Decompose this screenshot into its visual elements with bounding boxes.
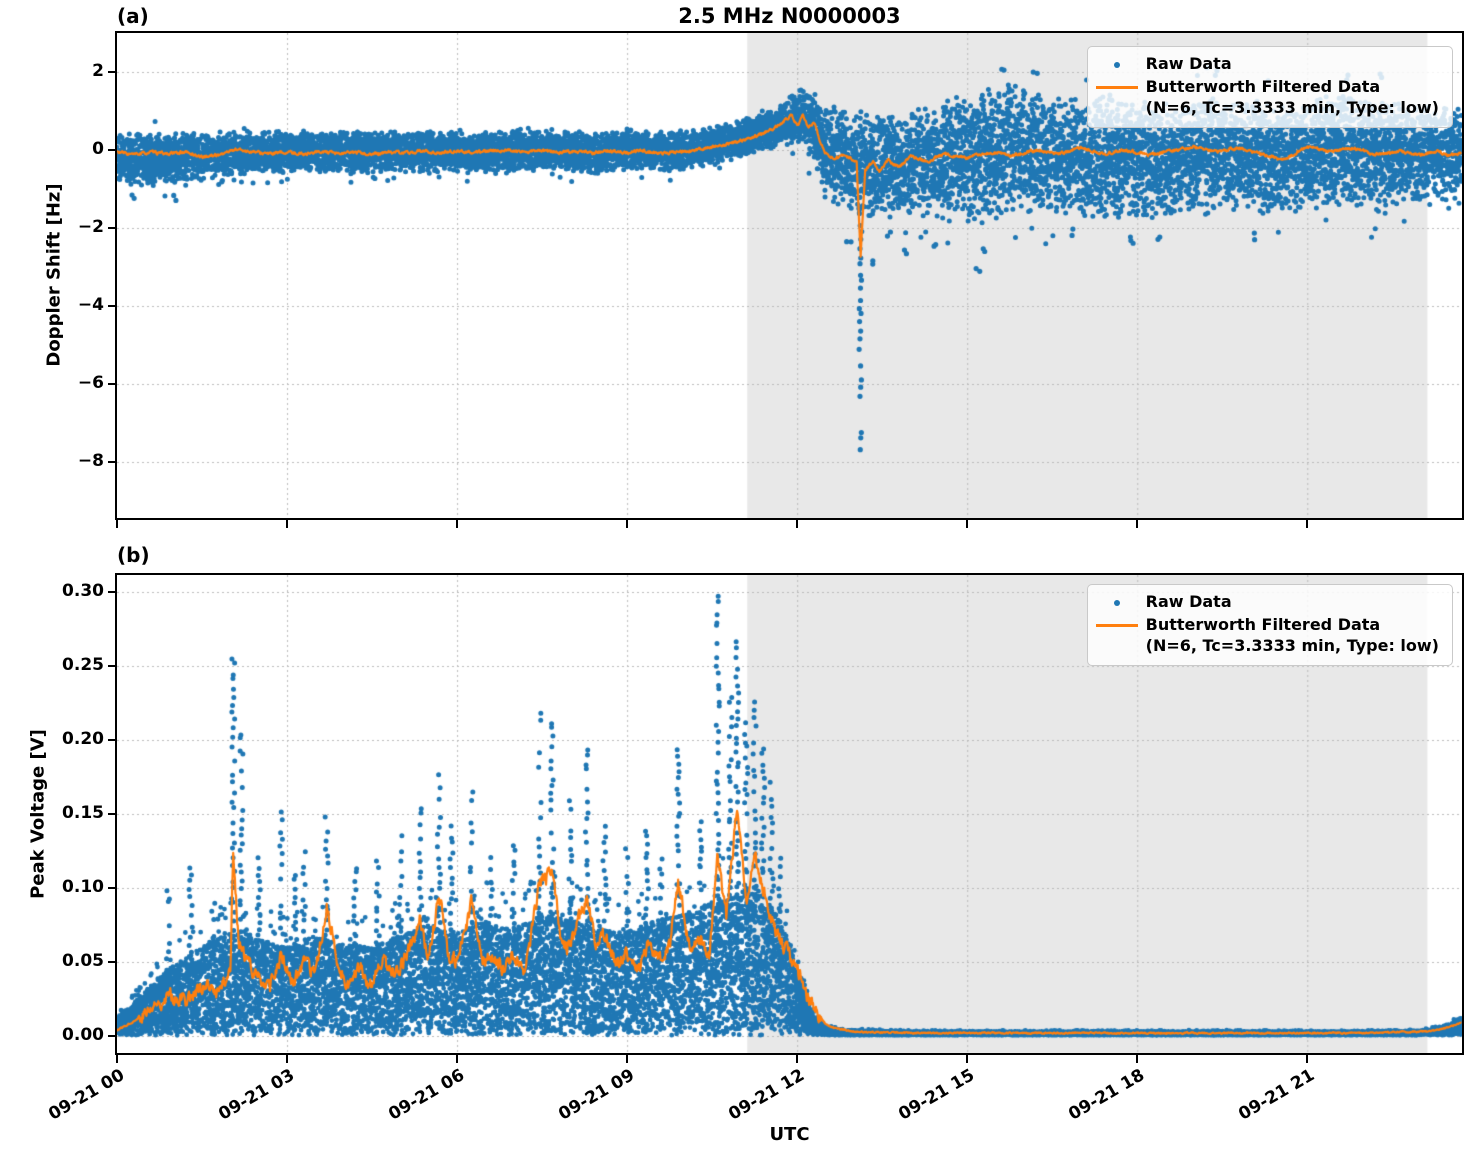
y-tick-mark <box>108 461 117 463</box>
y-tick-mark <box>108 739 117 741</box>
raw-data-marker-icon <box>1088 592 1146 613</box>
x-tick-label: 09-21 00 <box>45 1065 128 1125</box>
legend-filtered-label: Butterworth Filtered Data (N=6, Tc=3.3333… <box>1145 77 1439 117</box>
y-tick-mark <box>108 813 117 815</box>
filtered-line-marker-icon <box>1088 77 1146 98</box>
legend-panel-b: Raw Data Butterworth Filtered Data (N=6, … <box>1086 584 1453 666</box>
x-tick-label: 09-21 09 <box>555 1065 639 1125</box>
x-tick-mark <box>796 520 799 528</box>
figure-title: 2.5 MHz N0000003 <box>678 4 901 28</box>
y-tick-label: 0 <box>92 139 104 159</box>
x-tick-label: 09-21 18 <box>1065 1065 1149 1125</box>
y-tick-label: −6 <box>77 373 104 393</box>
y-tick-mark <box>108 71 117 73</box>
y-tick-label: 0.25 <box>62 655 104 675</box>
y-tick-label: −8 <box>77 451 104 471</box>
x-tick-mark <box>966 1055 969 1063</box>
x-tick-mark <box>1136 520 1139 528</box>
panel-a-ylabel: Doppler Shift [Hz] <box>43 183 65 367</box>
y-tick-mark <box>108 305 117 307</box>
legend-raw-label: Raw Data <box>1145 592 1232 611</box>
legend-filtered-entry: Butterworth Filtered Data (N=6, Tc=3.3333… <box>1088 615 1439 657</box>
x-tick-mark <box>116 1055 118 1063</box>
x-tick-mark <box>966 520 969 528</box>
y-tick-label: −4 <box>77 295 104 315</box>
x-tick-mark <box>456 1055 459 1063</box>
x-tick-mark <box>286 520 289 528</box>
raw-data-marker-icon <box>1088 54 1146 75</box>
y-tick-label: −2 <box>77 217 104 237</box>
x-tick-mark <box>626 520 629 528</box>
y-tick-mark <box>108 961 117 963</box>
x-tick-mark <box>796 1055 799 1063</box>
x-tick-mark <box>286 1055 289 1063</box>
legend-panel-a: Raw Data Butterworth Filtered Data (N=6, … <box>1086 46 1453 128</box>
legend-filtered-label: Butterworth Filtered Data (N=6, Tc=3.3333… <box>1145 615 1439 655</box>
legend-raw-label: Raw Data <box>1145 54 1232 73</box>
y-tick-mark <box>108 665 117 667</box>
x-tick-mark <box>456 520 459 528</box>
x-tick-mark <box>116 520 118 528</box>
y-tick-label: 0.05 <box>62 951 104 971</box>
legend-raw-entry: Raw Data <box>1088 54 1439 75</box>
panel-b-label: (b) <box>117 543 150 567</box>
y-tick-label: 0.00 <box>62 1025 104 1045</box>
peak-voltage-axes: Raw Data Butterworth Filtered Data (N=6, … <box>115 573 1464 1055</box>
y-tick-mark <box>108 227 117 229</box>
doppler-shift-axes: Raw Data Butterworth Filtered Data (N=6, … <box>115 31 1464 520</box>
y-tick-mark <box>108 383 117 385</box>
x-tick-label: 09-21 03 <box>215 1065 299 1125</box>
legend-raw-entry: Raw Data <box>1088 592 1439 613</box>
x-tick-mark <box>626 1055 629 1063</box>
x-axis-label: UTC <box>769 1124 810 1145</box>
y-tick-mark <box>108 591 117 593</box>
y-tick-label: 0.30 <box>62 581 104 601</box>
y-tick-label: 0.10 <box>62 877 104 897</box>
filtered-line-marker-icon <box>1088 615 1146 636</box>
legend-filtered-entry: Butterworth Filtered Data (N=6, Tc=3.3333… <box>1088 77 1439 119</box>
y-tick-mark <box>108 887 117 889</box>
x-tick-mark <box>1136 1055 1139 1063</box>
y-tick-mark <box>108 1035 117 1037</box>
x-tick-mark <box>1306 520 1309 528</box>
x-tick-label: 09-21 21 <box>1235 1065 1319 1125</box>
x-tick-label: 09-21 15 <box>895 1065 979 1125</box>
y-tick-label: 0.20 <box>62 729 104 749</box>
y-tick-label: 2 <box>92 61 104 81</box>
x-tick-label: 09-21 12 <box>725 1065 809 1125</box>
y-tick-mark <box>108 149 117 151</box>
panel-a-label: (a) <box>117 4 149 28</box>
x-tick-label: 09-21 06 <box>385 1065 469 1125</box>
x-tick-mark <box>1306 1055 1309 1063</box>
y-tick-label: 0.15 <box>62 803 104 823</box>
